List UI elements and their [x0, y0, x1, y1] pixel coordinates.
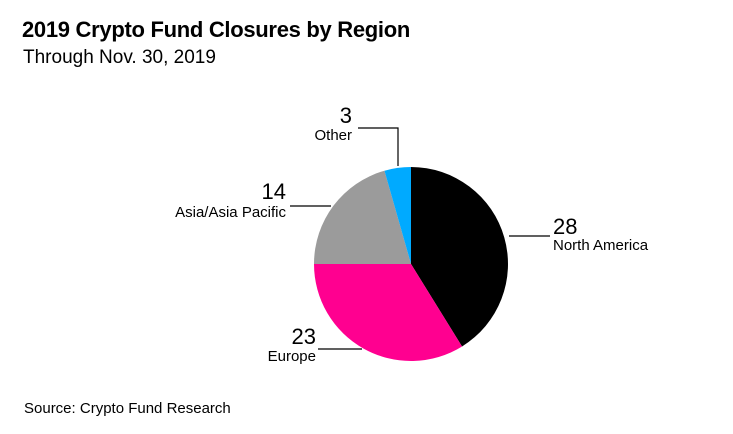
value-label-asia-pacific: 14 [262, 179, 286, 204]
category-label-other: Other [314, 127, 352, 144]
leader-line-other [358, 127, 399, 166]
category-label-asia-pacific: Asia/Asia Pacific [175, 204, 286, 221]
value-label-europe: 23 [292, 324, 316, 349]
category-label-north-america: North America [553, 237, 649, 254]
chart-title: 2019 Crypto Fund Closures by Region [22, 17, 411, 42]
pie-slice-north-america [411, 167, 508, 347]
value-label-north-america: 28 [553, 214, 577, 239]
source-note: Source: Crypto Fund Research [24, 400, 231, 417]
chart-subtitle: Through Nov. 30, 2019 [23, 47, 216, 68]
category-label-europe: Europe [268, 348, 316, 365]
value-label-other: 3 [340, 103, 352, 128]
pie-slice-europe [314, 264, 463, 361]
pie-slice-other [384, 167, 411, 264]
pie-slice-asia-asia-pacific [314, 170, 411, 264]
